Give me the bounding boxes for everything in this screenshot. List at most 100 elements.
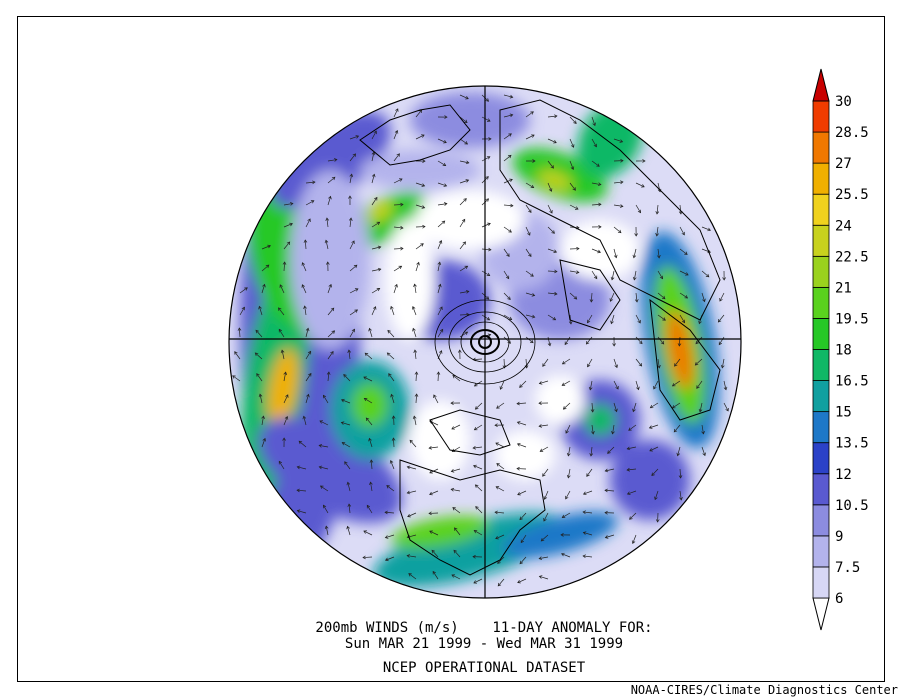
wind-vector — [539, 446, 549, 452]
wind-vector — [679, 248, 688, 255]
wind-vector — [429, 490, 439, 495]
wind-vector-head — [352, 153, 356, 157]
wind-vector — [544, 490, 549, 500]
wind-vector — [415, 393, 417, 404]
wind-vector-head — [532, 159, 536, 163]
wind-vector — [472, 358, 483, 360]
wind-vector-head — [353, 264, 358, 269]
wind-vector — [547, 115, 557, 118]
wind-vector — [473, 578, 483, 584]
wind-vector-head — [593, 275, 598, 280]
wind-vector — [342, 442, 351, 448]
wind-vector — [364, 352, 373, 360]
wind-vector-head — [657, 188, 662, 193]
wind-vector-head — [573, 296, 578, 300]
wind-vector-head — [632, 254, 637, 259]
wind-vector — [525, 314, 535, 318]
wind-vector — [547, 182, 552, 192]
wind-vector-head — [509, 94, 514, 99]
wind-vector-head — [347, 503, 352, 507]
wind-vector — [517, 402, 527, 405]
wind-vector — [319, 466, 329, 470]
wind-vector-head — [473, 580, 477, 584]
wind-vector-head — [286, 241, 291, 246]
wind-vector — [613, 248, 617, 258]
wind-vector — [261, 284, 265, 294]
wind-vector — [583, 532, 593, 536]
wind-vector — [348, 504, 351, 514]
wind-vector-head — [486, 118, 491, 122]
wind-vector — [547, 314, 556, 321]
wind-vector — [363, 530, 373, 536]
wind-vector-head — [310, 200, 315, 204]
colorbar-tick-label: 28.5 — [835, 125, 869, 141]
wind-vector — [653, 380, 659, 390]
wind-vector — [390, 306, 395, 316]
wind-vector-head — [394, 283, 398, 288]
wind-vector-head — [519, 516, 523, 521]
wind-vector — [569, 116, 577, 124]
wind-vector — [541, 534, 549, 542]
wind-vector — [349, 240, 355, 250]
wind-vector-head — [376, 221, 381, 226]
wind-vector-head — [570, 144, 575, 148]
wind-vector — [591, 160, 600, 167]
wind-vector-head — [443, 183, 448, 187]
wind-vector — [387, 330, 395, 338]
wind-vector — [632, 402, 637, 412]
colorbar-box — [812, 193, 830, 226]
wind-vector — [451, 468, 461, 472]
wind-vector-head — [531, 134, 535, 138]
wind-vector — [297, 489, 307, 492]
wind-vector-head — [649, 404, 654, 409]
wind-vector-head — [507, 340, 511, 344]
wind-vector-head — [626, 446, 631, 451]
wind-vector-head — [429, 470, 433, 474]
wind-vector-head — [465, 160, 470, 165]
wind-vector-head — [453, 549, 457, 554]
wind-vector — [459, 219, 466, 228]
wind-vector-head — [657, 364, 661, 369]
wind-vector-head — [528, 253, 532, 258]
wind-vector-head — [497, 582, 502, 587]
wind-vector — [656, 226, 659, 236]
wind-vector — [633, 248, 637, 258]
wind-vector-head — [550, 165, 554, 169]
wind-vector — [654, 490, 659, 500]
wind-vector — [429, 530, 439, 536]
wind-vector — [393, 108, 399, 118]
credit-text: NOAA-CIRES/Climate Diagnostics Center — [630, 683, 898, 697]
wind-vector-head — [465, 290, 470, 294]
colorbar-tick-label: 6 — [835, 591, 843, 607]
wind-vector — [415, 182, 425, 187]
wind-vector-head — [528, 209, 532, 214]
wind-vector — [349, 329, 355, 338]
wind-vector-head — [454, 527, 458, 531]
wind-vector — [409, 439, 417, 448]
wind-vector-head — [302, 415, 307, 420]
wind-vector-head — [611, 430, 615, 435]
wind-vector — [503, 114, 513, 118]
wind-vector — [635, 314, 641, 324]
wind-vector-head — [441, 220, 446, 224]
wind-vector-head — [507, 154, 512, 159]
wind-vector-head — [677, 343, 682, 347]
pole-ring — [478, 335, 492, 349]
wind-vector-head — [463, 198, 467, 202]
wind-vector — [451, 488, 461, 492]
wind-speed-region — [373, 512, 567, 588]
wind-vector-head — [439, 328, 444, 333]
wind-vector-head — [508, 316, 513, 320]
wind-vector — [452, 375, 461, 382]
colorbar-box — [812, 442, 830, 475]
wind-vector — [632, 534, 637, 544]
wind-vector — [326, 218, 329, 228]
wind-vector-head — [494, 510, 498, 515]
wind-vector — [649, 446, 659, 452]
wind-vector — [605, 534, 615, 538]
wind-vector-head — [722, 277, 726, 281]
wind-vector — [701, 270, 710, 278]
wind-vector-head — [429, 530, 433, 534]
wind-vector — [517, 443, 527, 448]
wind-vector — [347, 526, 351, 536]
